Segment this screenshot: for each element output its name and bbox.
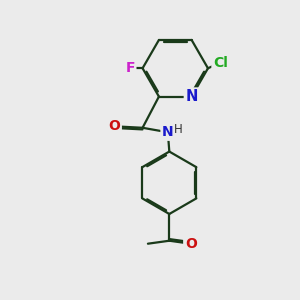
Text: F: F bbox=[125, 61, 135, 75]
Text: N: N bbox=[185, 89, 198, 104]
Text: H: H bbox=[174, 123, 183, 136]
Text: Cl: Cl bbox=[213, 56, 228, 70]
Text: O: O bbox=[185, 237, 197, 251]
Text: N: N bbox=[162, 125, 174, 139]
Text: O: O bbox=[108, 119, 120, 133]
